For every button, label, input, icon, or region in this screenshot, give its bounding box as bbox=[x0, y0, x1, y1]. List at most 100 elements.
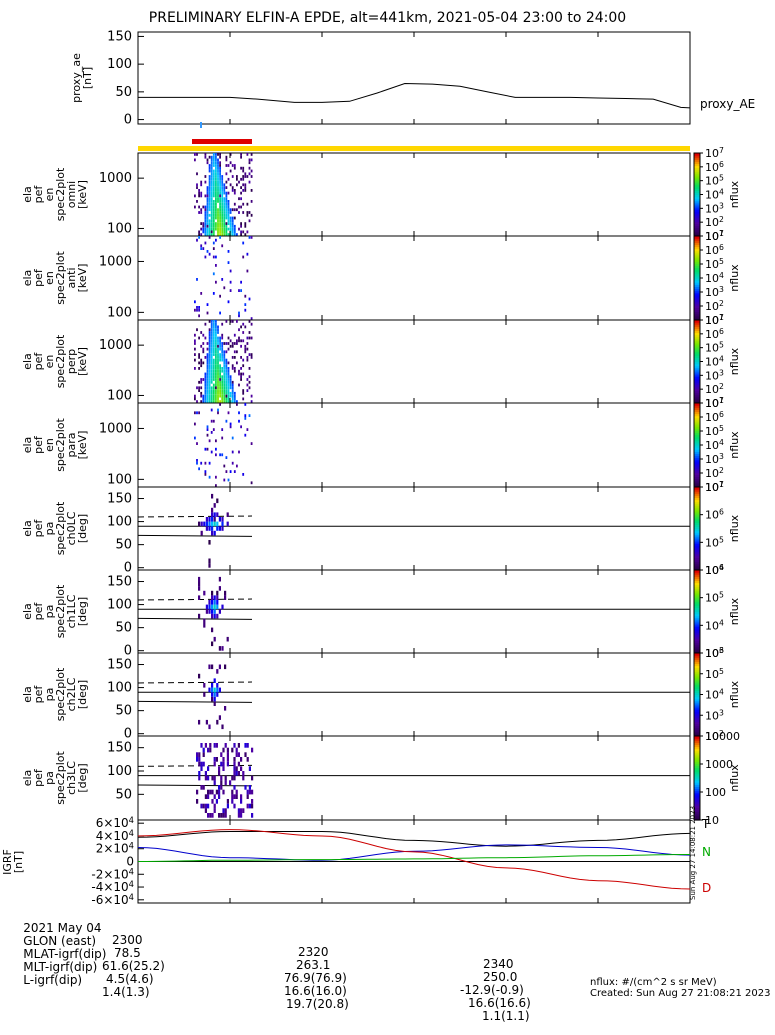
colorbar-cell bbox=[694, 750, 700, 754]
loss-cone-line bbox=[137, 764, 253, 767]
spectrogram-cell bbox=[196, 238, 198, 242]
colorbar-cell bbox=[694, 382, 700, 385]
pitch-angle-cell bbox=[240, 799, 243, 804]
spectrogram-cell bbox=[215, 364, 217, 368]
spectrogram-cell bbox=[217, 200, 219, 203]
colorbar-cell bbox=[694, 411, 700, 415]
colorbar-label-text: nflux bbox=[728, 680, 741, 708]
colorbar-label: nflux bbox=[728, 514, 741, 542]
colorbar-cell bbox=[694, 451, 700, 454]
spectrogram-cell bbox=[204, 227, 207, 231]
spectrogram-cell bbox=[202, 397, 205, 401]
spectrogram-cell bbox=[219, 230, 221, 234]
colorbar-tick-label: 105 bbox=[705, 591, 724, 605]
colorbar-cell bbox=[694, 432, 700, 436]
pitch-angle-cell bbox=[211, 521, 214, 527]
spectrogram-cell bbox=[244, 175, 247, 178]
axis-label-line: spec2plot bbox=[54, 418, 67, 472]
pitch-angle-cell bbox=[196, 752, 199, 757]
spectrogram-cell bbox=[212, 394, 215, 398]
spectrogram-cell bbox=[240, 233, 242, 236]
spectrogram-cell bbox=[215, 342, 217, 345]
spectrogram-cell bbox=[212, 333, 215, 337]
colorbar-cell bbox=[694, 588, 700, 592]
footer-value: 78.5 bbox=[114, 946, 141, 960]
spectrogram-cell bbox=[212, 372, 215, 376]
pitch-angle-cell bbox=[233, 775, 236, 781]
spectrogram-cell bbox=[194, 158, 196, 162]
spectrogram-cell bbox=[215, 361, 217, 365]
spectrogram-cell bbox=[244, 224, 247, 228]
pitch-angle-cell bbox=[224, 808, 227, 813]
pitch-angle-cell bbox=[211, 507, 214, 513]
pitch-angle-cell bbox=[208, 604, 211, 610]
spectrogram-cell bbox=[219, 364, 221, 368]
spectrogram-cell bbox=[212, 383, 215, 387]
colorbar-cell bbox=[694, 459, 700, 463]
spectrogram-cell bbox=[217, 175, 219, 178]
colorbar-cell bbox=[694, 211, 700, 214]
pitch-angle-cell bbox=[208, 724, 211, 730]
spectrogram-cell bbox=[225, 197, 228, 201]
spectrogram-cell bbox=[215, 320, 217, 323]
spectrogram-cell bbox=[215, 264, 217, 267]
pitch-angle-cell bbox=[220, 752, 223, 757]
spectrogram-cell bbox=[210, 175, 213, 178]
spectrogram-cell bbox=[221, 350, 224, 354]
axis-label-line: ela bbox=[21, 603, 34, 620]
colorbar-cell bbox=[694, 665, 700, 669]
pitch-angle-cell bbox=[222, 757, 225, 762]
spectrogram-cell bbox=[231, 224, 234, 228]
colorbar-cell bbox=[694, 736, 700, 739]
colorbar-tick-label: 104 bbox=[705, 438, 724, 452]
axis-label-line: en bbox=[43, 355, 56, 369]
spectrogram-cell bbox=[227, 216, 230, 220]
colorbar-cell bbox=[694, 526, 700, 530]
pitch-angle-cell bbox=[213, 701, 216, 706]
spectrogram-cell bbox=[208, 175, 211, 178]
spectrogram-cell bbox=[217, 325, 219, 329]
colorbar-cell bbox=[694, 653, 700, 656]
spectrogram-cell bbox=[223, 208, 226, 212]
spectrogram-cell bbox=[217, 328, 219, 332]
colorbar-cell bbox=[694, 396, 700, 400]
y-tick-label: 0 bbox=[124, 113, 132, 128]
colorbar-cell bbox=[694, 611, 700, 615]
spectrogram-cell bbox=[217, 211, 219, 214]
axis-label-line: [keV] bbox=[76, 264, 89, 293]
pitch-angle-cell bbox=[240, 808, 243, 813]
spectrogram-cell bbox=[223, 227, 226, 231]
pitch-angle-cell bbox=[240, 813, 243, 818]
spectrogram-cell bbox=[202, 394, 205, 398]
spectrogram-cell bbox=[229, 230, 232, 234]
spectrogram-cell bbox=[219, 186, 221, 189]
spectrogram-cell bbox=[217, 372, 219, 376]
spectrogram-cell bbox=[215, 391, 217, 395]
spectrogram-cell bbox=[210, 431, 213, 434]
spectrogram-cell bbox=[217, 191, 219, 195]
colorbar-cell bbox=[694, 371, 700, 375]
spectrogram-cell bbox=[204, 397, 207, 401]
spectrogram-cell bbox=[206, 311, 209, 315]
spectrogram-cell bbox=[204, 194, 207, 198]
colorbar-cell bbox=[694, 698, 700, 702]
spectrogram-cell bbox=[246, 175, 249, 178]
colorbar-cell bbox=[694, 373, 700, 377]
spectrogram-cell bbox=[219, 208, 221, 212]
spectrogram-cell bbox=[198, 308, 200, 312]
spectrogram-cell bbox=[248, 375, 251, 379]
axis-label-line: ela bbox=[21, 686, 34, 703]
spectrogram-cell bbox=[210, 325, 213, 329]
colorbar-cell bbox=[694, 771, 700, 775]
pitch-angle-cell bbox=[211, 600, 214, 605]
spectrogram-cell bbox=[204, 380, 207, 384]
footer-label: MLT-igrf(dip) bbox=[23, 960, 98, 974]
spectrogram-cell bbox=[198, 356, 200, 359]
spectrogram-cell bbox=[229, 400, 232, 403]
spectrogram-cell bbox=[227, 367, 230, 370]
colorbar-cell bbox=[694, 436, 700, 440]
spectrogram-cell bbox=[240, 289, 242, 292]
plot-title: PRELIMINARY ELFIN-A EPDE, alt=441km, 202… bbox=[148, 10, 627, 26]
colorbar-label-text: nflux bbox=[728, 514, 741, 542]
spectrogram-cell bbox=[194, 347, 196, 351]
